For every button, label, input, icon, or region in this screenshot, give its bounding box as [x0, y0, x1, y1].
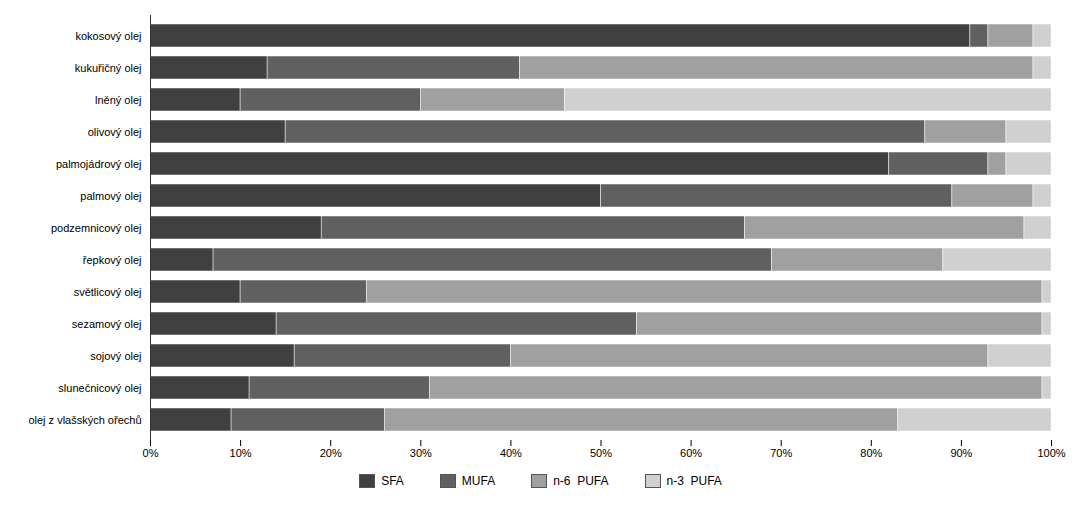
svg-text:olivový olej: olivový olej — [88, 126, 142, 138]
svg-text:kukuřičný olej: kukuřičný olej — [75, 62, 142, 74]
svg-text:10%: 10% — [230, 447, 252, 459]
svg-text:60%: 60% — [680, 447, 702, 459]
svg-text:30%: 30% — [410, 447, 432, 459]
svg-text:řepkový olej: řepkový olej — [83, 254, 142, 266]
html-text:SFA: SFA — [381, 474, 404, 488]
svg-text:palmový olej: palmový olej — [80, 190, 141, 202]
svg-text:90%: 90% — [950, 447, 972, 459]
svg-text:20%: 20% — [320, 447, 342, 459]
svg-text:palmojádrový olej: palmojádrový olej — [56, 158, 142, 170]
svg-text:sojový olej: sojový olej — [90, 350, 141, 362]
svg-text:70%: 70% — [770, 447, 792, 459]
svg-text:podzemnicový olej: podzemnicový olej — [51, 222, 142, 234]
svg-text:sezamový olej: sezamový olej — [72, 318, 142, 330]
svg-text:80%: 80% — [860, 447, 882, 459]
html-text:n-6 PUFA: n-6 PUFA — [553, 474, 609, 488]
svg-text:0%: 0% — [143, 447, 159, 459]
svg-text:50%: 50% — [590, 447, 612, 459]
svg-text:100%: 100% — [1037, 447, 1065, 459]
html-text:n-3 PUFA: n-3 PUFA — [666, 474, 722, 488]
svg-text:40%: 40% — [500, 447, 522, 459]
svg-text:světlicový olej: světlicový olej — [74, 286, 142, 298]
svg-text:kokosový olej: kokosový olej — [75, 30, 141, 42]
svg-text:olej z vlašských ořechů: olej z vlašských ořechů — [28, 414, 141, 426]
svg-text:lněný olej: lněný olej — [95, 94, 141, 106]
html-text:MUFA: MUFA — [461, 474, 496, 488]
svg-text:slunečnicový olej: slunečnicový olej — [58, 382, 141, 394]
